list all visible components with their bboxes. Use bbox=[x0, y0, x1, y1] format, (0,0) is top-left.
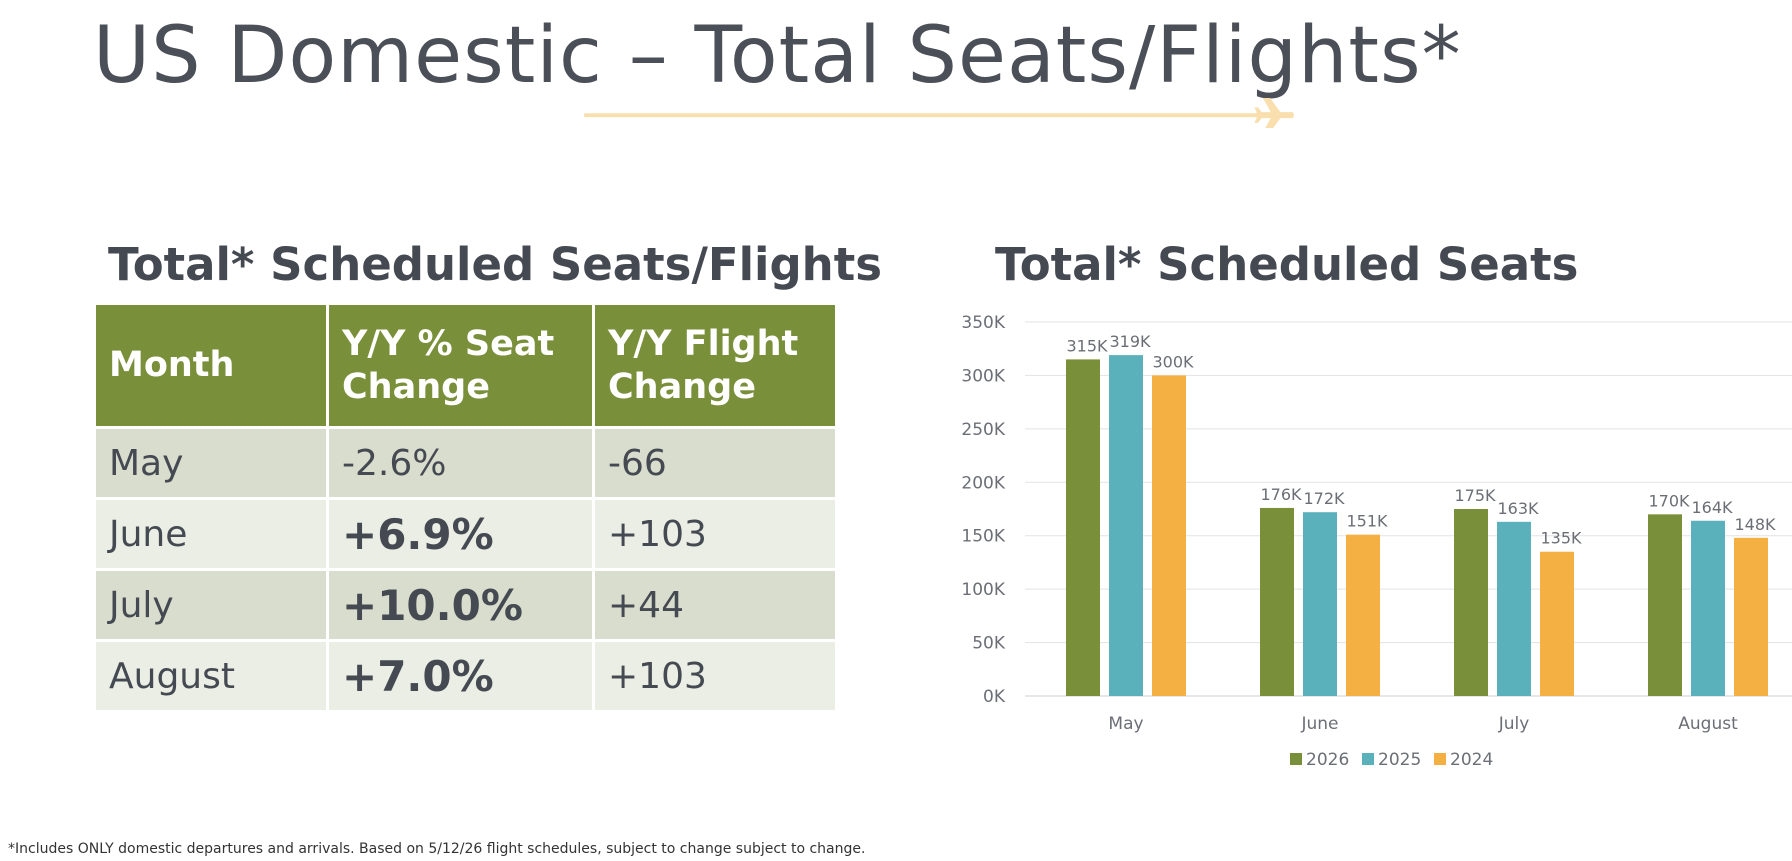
y-tick-label: 200K bbox=[961, 473, 1005, 493]
bar bbox=[1109, 355, 1143, 696]
y-tick-label: 0K bbox=[983, 687, 1006, 707]
bar bbox=[1691, 520, 1725, 696]
cell-seat-change: +10.0% bbox=[326, 568, 595, 642]
table-row: July +10.0% +44 bbox=[93, 568, 838, 642]
cell-month: July bbox=[93, 568, 329, 642]
bar bbox=[1152, 375, 1186, 696]
legend-label: 2024 bbox=[1450, 750, 1493, 770]
bar bbox=[1648, 514, 1682, 696]
data-label: 148K bbox=[1734, 515, 1776, 534]
airplane-icon bbox=[1254, 98, 1294, 128]
data-label: 163K bbox=[1497, 499, 1539, 518]
legend-swatch bbox=[1362, 753, 1374, 765]
bar bbox=[1346, 534, 1380, 696]
data-label: 319K bbox=[1109, 332, 1151, 351]
chart-title: Total* Scheduled Seats bbox=[995, 238, 1579, 291]
cell-flight-change: -66 bbox=[592, 426, 838, 500]
cell-flight-change: +103 bbox=[592, 639, 838, 713]
cell-seat-change: +7.0% bbox=[326, 639, 595, 713]
cell-flight-change: +44 bbox=[592, 568, 838, 642]
cell-month: August bbox=[93, 639, 329, 713]
y-tick-label: 150K bbox=[961, 527, 1005, 547]
cell-seat-change: +6.9% bbox=[326, 497, 595, 571]
bar bbox=[1497, 521, 1531, 696]
header-flight-change: Y/Y Flight Change bbox=[592, 302, 838, 429]
page-title: US Domestic – Total Seats/Flights* bbox=[93, 11, 1462, 101]
footnote: *Includes ONLY domestic departures and a… bbox=[8, 841, 866, 857]
data-label: 176K bbox=[1260, 485, 1302, 504]
table-title: Total* Scheduled Seats/Flights bbox=[108, 238, 883, 291]
bar bbox=[1734, 537, 1768, 696]
y-tick-label: 350K bbox=[961, 313, 1005, 333]
bar bbox=[1454, 509, 1488, 696]
cell-month: June bbox=[93, 497, 329, 571]
data-label: 315K bbox=[1066, 336, 1108, 355]
cell-seat-change: -2.6% bbox=[326, 426, 595, 500]
bar bbox=[1260, 507, 1294, 696]
table-row: May -2.6% -66 bbox=[93, 426, 838, 500]
data-label: 164K bbox=[1691, 498, 1733, 517]
y-tick-label: 250K bbox=[961, 420, 1005, 440]
y-tick-label: 50K bbox=[972, 634, 1006, 654]
data-label: 300K bbox=[1152, 352, 1194, 371]
x-tick-label: June bbox=[1300, 714, 1338, 734]
y-tick-label: 300K bbox=[961, 366, 1005, 386]
cell-month: May bbox=[93, 426, 329, 500]
x-tick-label: July bbox=[1498, 714, 1530, 734]
cell-flight-change: +103 bbox=[592, 497, 838, 571]
legend-label: 2025 bbox=[1378, 750, 1421, 770]
header-month: Month bbox=[93, 302, 329, 429]
header-seat-change: Y/Y % Seat Change bbox=[326, 302, 595, 429]
bar bbox=[1303, 512, 1337, 696]
table-header-row: Month Y/Y % Seat Change Y/Y Flight Chang… bbox=[93, 302, 838, 429]
table-row: August +7.0% +103 bbox=[93, 639, 838, 713]
table-row: June +6.9% +103 bbox=[93, 497, 838, 571]
bar bbox=[1540, 551, 1574, 696]
x-tick-label: August bbox=[1678, 714, 1738, 734]
data-label: 170K bbox=[1648, 491, 1690, 510]
legend-swatch bbox=[1434, 753, 1446, 765]
legend-label: 2026 bbox=[1306, 750, 1349, 770]
y-tick-label: 100K bbox=[961, 580, 1005, 600]
legend-swatch bbox=[1290, 753, 1302, 765]
data-label: 175K bbox=[1454, 486, 1496, 505]
title-divider bbox=[583, 98, 1294, 128]
x-tick-label: May bbox=[1108, 714, 1143, 734]
bar bbox=[1066, 359, 1100, 696]
data-label: 135K bbox=[1540, 529, 1582, 548]
seats-flights-table: Month Y/Y % Seat Change Y/Y Flight Chang… bbox=[93, 302, 838, 713]
data-label: 151K bbox=[1346, 512, 1388, 531]
data-label: 172K bbox=[1303, 489, 1345, 508]
